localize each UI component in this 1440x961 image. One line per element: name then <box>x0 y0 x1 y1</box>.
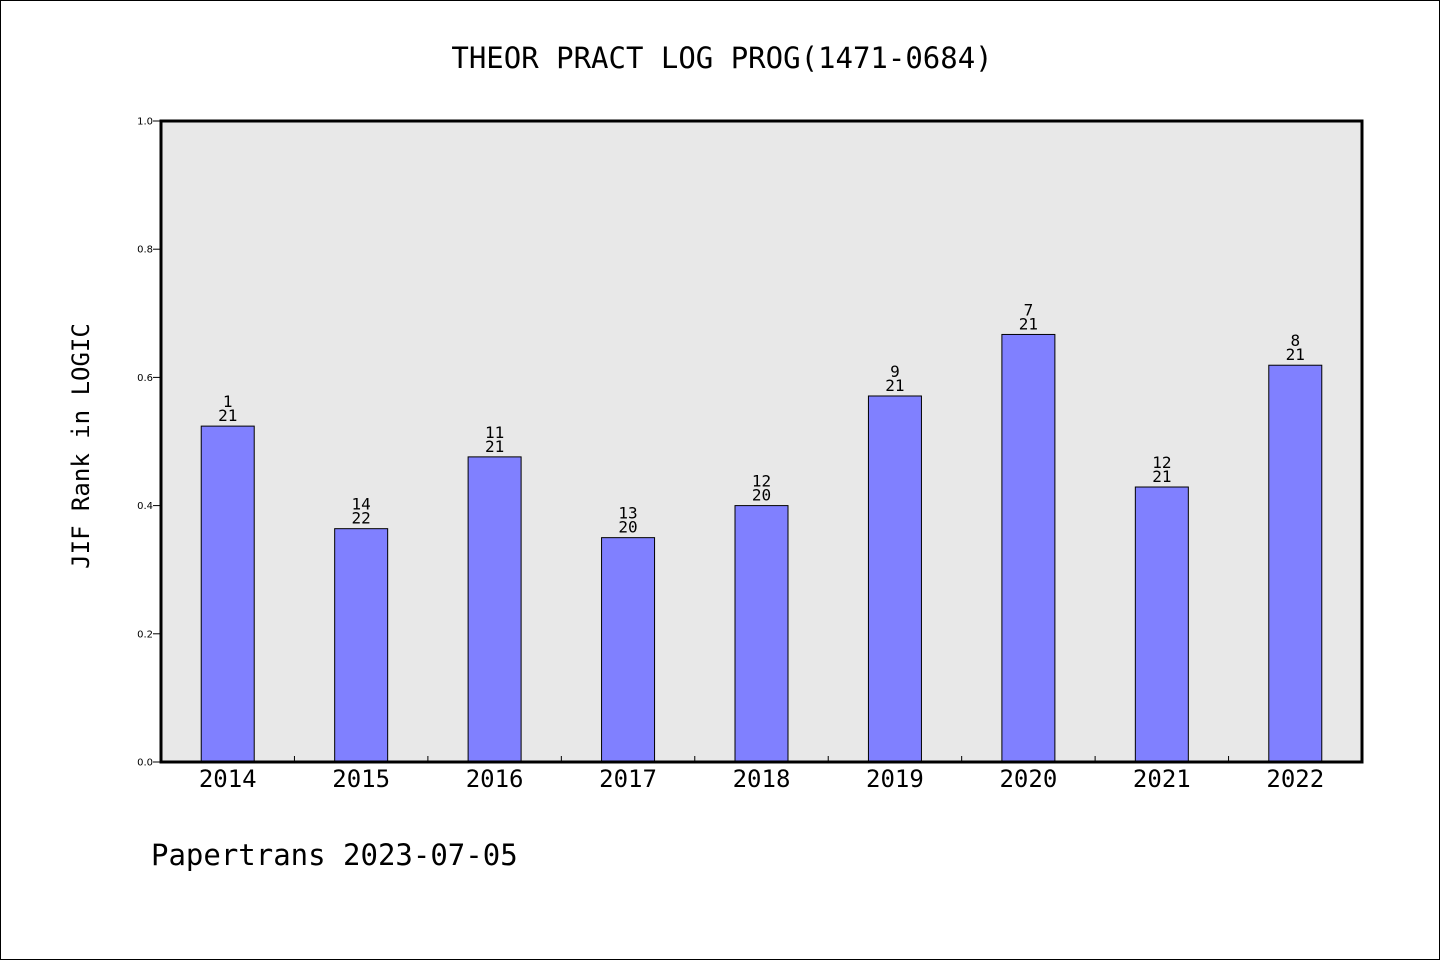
bar-2020 <box>1001 333 1056 763</box>
y-tick-label: 0.0 <box>137 758 153 769</box>
x-tick-label: 2018 <box>733 765 791 793</box>
bar-rank-label: 13 <box>618 504 637 523</box>
bar-rank-label: 12 <box>1152 453 1171 472</box>
bar-rank-label: 12 <box>752 472 771 491</box>
bar-rank-label: 9 <box>890 362 900 381</box>
bar-2019 <box>867 395 922 763</box>
x-tick-label: 2020 <box>999 765 1057 793</box>
bar-total-label: 20 <box>618 518 637 537</box>
bar-2014 <box>200 425 255 763</box>
y-tick-label: 0.4 <box>137 501 153 512</box>
plot-border <box>159 119 1364 764</box>
y-tick-label: 0.6 <box>137 373 153 384</box>
y-tick-label: 0.2 <box>137 629 153 640</box>
bar-2018 <box>734 505 789 763</box>
x-axis: 2014 2015 2016 2017 2018 2019 2020 2021 2022 <box>199 756 1324 793</box>
bar-2022 <box>1268 364 1323 763</box>
bar-2017 <box>601 537 656 763</box>
y-axis-label: JIF Rank in LOGIC <box>67 323 95 569</box>
bar-total-label: 21 <box>1286 345 1305 364</box>
footer-credit: Papertrans 2023-07-05 <box>151 838 518 872</box>
x-tick-label: 2022 <box>1266 765 1324 793</box>
x-tick-label: 2021 <box>1133 765 1191 793</box>
bar-total-label: 22 <box>352 509 371 528</box>
x-tick-label: 2014 <box>199 765 257 793</box>
bar-rank-label: 8 <box>1290 331 1300 350</box>
bar-rank-label: 14 <box>352 495 371 514</box>
bar-2015 <box>334 528 389 763</box>
bar-rank-label: 1 <box>223 392 233 411</box>
bar-total-label: 21 <box>485 437 504 456</box>
y-tick-label: 0.8 <box>137 245 153 256</box>
bar-total-label: 21 <box>885 376 904 395</box>
bar-total-label: 21 <box>1152 467 1171 486</box>
bar-rank-label: 11 <box>485 423 504 442</box>
y-axis: 0.0 0.2 0.4 0.6 0.8 1.0 <box>137 117 161 769</box>
x-tick-label: 2017 <box>599 765 657 793</box>
bar-total-label: 20 <box>752 486 771 505</box>
chart-title: THEOR PRACT LOG PROG(1471-0684) <box>451 41 992 75</box>
x-tick-label: 2019 <box>866 765 924 793</box>
bar-rank-label: 7 <box>1024 300 1034 319</box>
bar-total-label: 21 <box>1019 314 1038 333</box>
bar-2021 <box>1134 486 1189 763</box>
x-tick-label: 2015 <box>332 765 390 793</box>
bar-total-label: 21 <box>218 406 237 425</box>
y-tick-label: 1.0 <box>137 117 153 128</box>
bar-2016 <box>467 456 522 763</box>
x-tick-label: 2016 <box>466 765 524 793</box>
